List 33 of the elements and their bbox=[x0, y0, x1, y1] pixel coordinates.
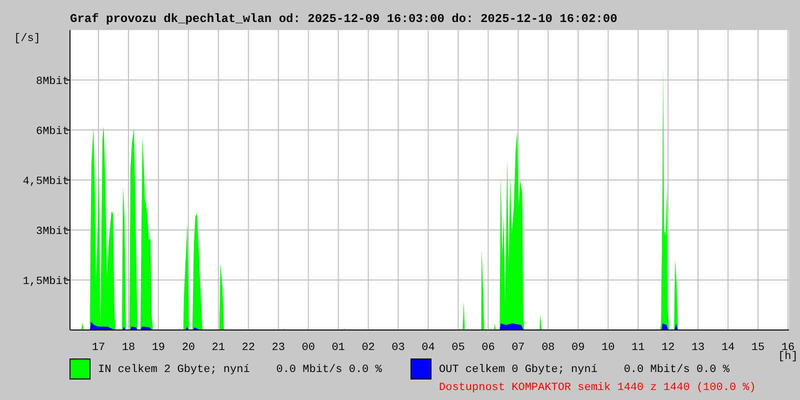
x-tick-label: 12 bbox=[661, 342, 675, 354]
legend-label: IN celkem 2 Gbyte; nyní 0.0 Mbit/s 0.0 % bbox=[98, 364, 382, 376]
legend-label: OUT celkem 0 Gbyte; nyní 0.0 Mbit/s 0.0 % bbox=[439, 364, 730, 376]
x-tick-label: 10 bbox=[602, 342, 615, 354]
x-tick-label: 05 bbox=[452, 342, 465, 354]
x-tick-label: 09 bbox=[572, 342, 585, 354]
x-tick-label: 00 bbox=[302, 342, 315, 354]
x-tick-label: 11 bbox=[632, 342, 646, 354]
y-tick-label: 1,5Mbit bbox=[22, 276, 69, 288]
x-tick-label: 01 bbox=[332, 342, 346, 354]
y-tick-label: 4,5Mbit bbox=[22, 176, 69, 188]
x-tick-label: 23 bbox=[272, 342, 285, 354]
x-tick-label: 02 bbox=[362, 342, 375, 354]
x-tick-label: 21 bbox=[212, 342, 226, 354]
x-tick-label: 06 bbox=[482, 342, 495, 354]
x-tick-label: 07 bbox=[512, 342, 525, 354]
y-tick-label: 8Mbit bbox=[36, 76, 69, 88]
text: Dostupnost KOMPAKTOR semik 1440 z 1440 (100.0 %) bbox=[439, 382, 756, 394]
x-tick-label: 13 bbox=[691, 342, 705, 354]
x-tick-label: 15 bbox=[751, 342, 765, 354]
y-tick-label: 6Mbit bbox=[36, 126, 69, 138]
x-tick-label: 03 bbox=[392, 342, 405, 354]
x-tick-label: 22 bbox=[242, 342, 255, 354]
x-tick-label: 08 bbox=[542, 342, 555, 354]
x-tick-label: 14 bbox=[721, 342, 736, 354]
y-tick-label: 3Mbit bbox=[36, 226, 69, 238]
chart-title: Graf provozu dk_pechlat_wlan od: 2025-12-09 16:03:00 do: 2025-12-10 16:02:00 bbox=[70, 12, 618, 26]
x-tick-label: 17 bbox=[92, 342, 106, 354]
x-tick-label: 19 bbox=[152, 342, 166, 354]
x-tick-label: 18 bbox=[122, 342, 136, 354]
x-tick-label: 20 bbox=[182, 342, 196, 354]
y-axis-title: [/s] bbox=[14, 33, 40, 45]
x-tick-label: 04 bbox=[422, 342, 436, 354]
